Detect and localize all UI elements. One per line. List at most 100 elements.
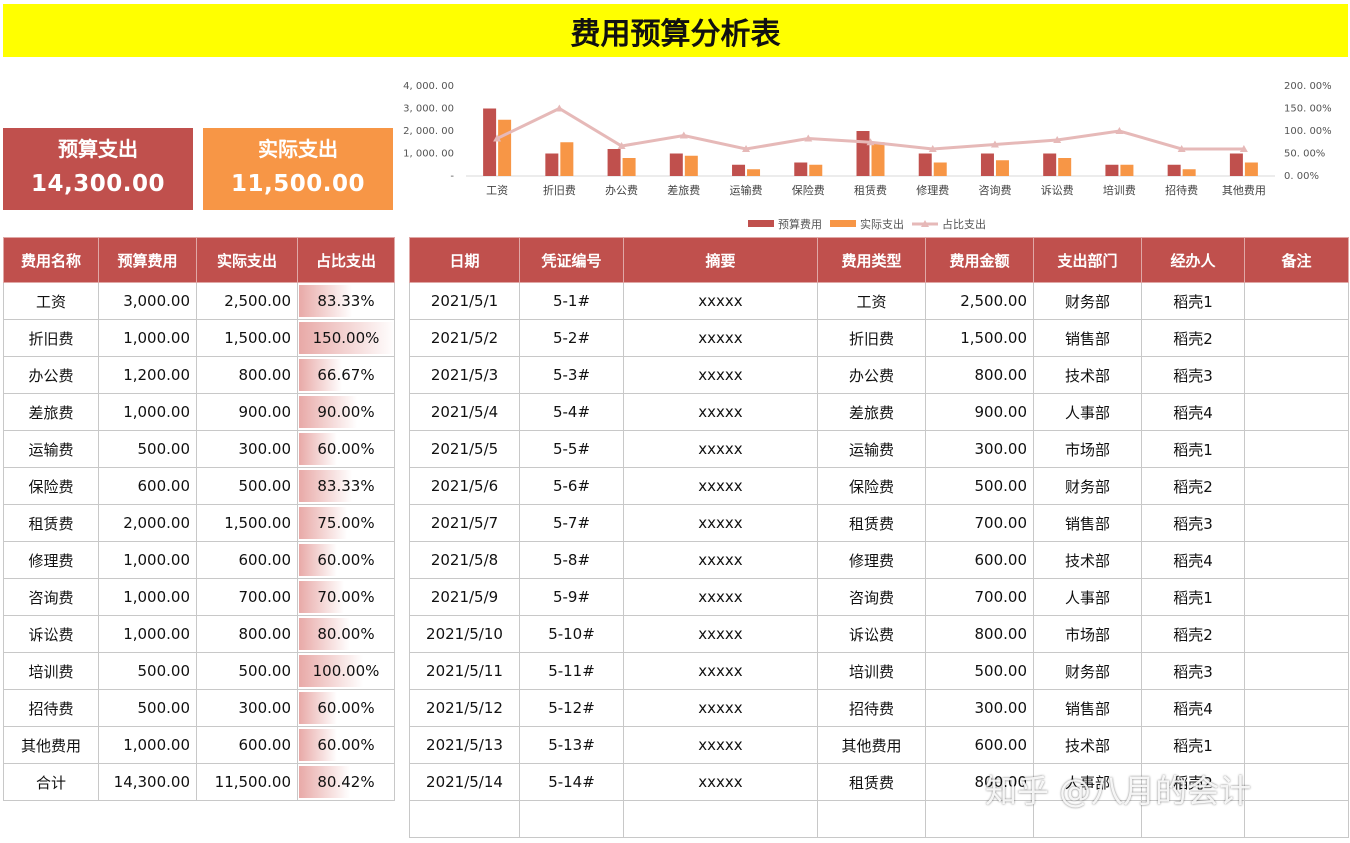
ratio-value: 80.42% (317, 773, 375, 791)
actual-amount-cell: 700.00 (196, 578, 298, 616)
expense-name-cell: 办公费 (3, 356, 99, 394)
note-cell (1244, 319, 1349, 357)
date-cell: 2021/5/1 (409, 282, 520, 320)
summary-row: 折旧费 1,000.00 1,500.00 150.00% (3, 319, 395, 357)
actual-amount-cell: 500.00 (196, 652, 298, 690)
ledger-header-cell: 经办人 (1141, 237, 1245, 283)
expense-type-cell: 折旧费 (817, 319, 926, 357)
ratio-point (1053, 136, 1062, 143)
ratio-point (555, 104, 564, 112)
voucher-cell: 5-6# (519, 467, 624, 505)
ratio-cell: 60.00% (297, 726, 395, 764)
voucher-cell: 5-13# (519, 726, 624, 764)
date-cell: 2021/5/14 (409, 763, 520, 801)
ratio-data-bar (299, 692, 338, 724)
voucher-cell: 5-11# (519, 652, 624, 690)
expense-type-cell: 运输费 (817, 430, 926, 468)
bar-actual (1182, 169, 1196, 176)
summary-row: 合计 14,300.00 11,500.00 80.42% (3, 763, 395, 801)
voucher-cell: 5-10# (519, 615, 624, 653)
y-axis-tick-label: 4, 000. 00 (403, 81, 454, 92)
ratio-value: 150.00% (312, 329, 380, 347)
expense-type-cell: 修理费 (817, 541, 926, 579)
ledger-header-cell: 备注 (1244, 237, 1349, 283)
date-cell: 2021/5/6 (409, 467, 520, 505)
handler-cell: 稻壳2 (1141, 763, 1245, 801)
voucher-cell: 5-5# (519, 430, 624, 468)
ratio-data-bar (299, 359, 342, 391)
amount-cell: 1,500.00 (925, 319, 1034, 357)
bar-budget (545, 153, 559, 176)
budget-amount-cell: 1,000.00 (98, 319, 197, 357)
date-cell: 2021/5/4 (409, 393, 520, 431)
bar-budget (1229, 153, 1243, 176)
voucher-cell: 5-7# (519, 504, 624, 542)
date-cell: 2021/5/2 (409, 319, 520, 357)
handler-cell: 稻壳1 (1141, 578, 1245, 616)
bar-actual (871, 142, 885, 176)
amount-cell (925, 800, 1034, 838)
expense-name-cell: 工资 (3, 282, 99, 320)
actual-total-label: 实际支出 (258, 137, 338, 161)
ratio-data-bar (299, 470, 353, 502)
x-axis-tick-label: 培训费 (1103, 183, 1136, 197)
ratio-point (493, 134, 502, 142)
actual-amount-cell: 600.00 (196, 726, 298, 764)
ratio-cell: 80.00% (297, 615, 395, 653)
budget-amount-cell: 500.00 (98, 652, 197, 690)
date-cell (409, 800, 520, 838)
date-cell: 2021/5/8 (409, 541, 520, 579)
amount-cell: 2,500.00 (925, 282, 1034, 320)
handler-cell: 稻壳2 (1141, 615, 1245, 653)
summary-cell (623, 800, 818, 838)
department-cell: 人事部 (1033, 763, 1142, 801)
expense-type-cell: 咨询费 (817, 578, 926, 616)
ratio-cell: 75.00% (297, 504, 395, 542)
summary-row: 工资 3,000.00 2,500.00 83.33% (3, 282, 395, 320)
actual-amount-cell: 11,500.00 (196, 763, 298, 801)
note-cell (1244, 763, 1349, 801)
ratio-value: 90.00% (317, 403, 375, 421)
summary-cell: xxxxx (623, 356, 818, 394)
ledger-row: 2021/5/5 5-5# xxxxx 运输费 300.00 市场部 稻壳1 (409, 430, 1349, 468)
y2-axis-tick-label: 50. 00% (1284, 149, 1325, 160)
voucher-cell: 5-8# (519, 541, 624, 579)
note-cell (1244, 356, 1349, 394)
ratio-data-bar (299, 618, 351, 650)
ratio-data-bar (299, 581, 344, 613)
department-cell (1033, 800, 1142, 838)
ledger-row: 2021/5/12 5-12# xxxxx 招待费 300.00 销售部 稻壳4 (409, 689, 1349, 727)
summary-header-cell: 占比支出 (297, 237, 395, 283)
ledger-header-cell: 支出部门 (1033, 237, 1142, 283)
y2-axis-tick-label: 0. 00% (1284, 171, 1319, 182)
summary-row: 培训费 500.00 500.00 100.00% (3, 652, 395, 690)
expense-name-cell: 运输费 (3, 430, 99, 468)
note-cell (1244, 467, 1349, 505)
ratio-value: 60.00% (317, 440, 375, 458)
summary-row: 诉讼费 1,000.00 800.00 80.00% (3, 615, 395, 653)
ratio-data-bar (299, 655, 363, 687)
handler-cell: 稻壳1 (1141, 430, 1245, 468)
summary-cell: xxxxx (623, 726, 818, 764)
budget-total-label: 预算支出 (58, 137, 138, 161)
department-cell: 销售部 (1033, 504, 1142, 542)
ratio-point (1239, 145, 1248, 152)
ledger-header-cell: 费用金额 (925, 237, 1034, 283)
note-cell (1244, 689, 1349, 727)
actual-amount-cell: 300.00 (196, 430, 298, 468)
ratio-data-bar (299, 396, 357, 428)
expense-name-cell: 修理费 (3, 541, 99, 579)
budget-amount-cell: 1,000.00 (98, 393, 197, 431)
expense-name-cell: 咨询费 (3, 578, 99, 616)
ratio-point (1177, 145, 1186, 152)
expense-name-cell: 诉讼费 (3, 615, 99, 653)
ledger-header-cell: 摘要 (623, 237, 818, 283)
expense-type-cell (817, 800, 926, 838)
department-cell: 技术部 (1033, 541, 1142, 579)
ledger-row (409, 800, 1349, 838)
y2-axis-tick-label: 100. 00% (1284, 126, 1332, 137)
handler-cell: 稻壳2 (1141, 319, 1245, 357)
ratio-value: 60.00% (317, 736, 375, 754)
ratio-point (804, 134, 813, 142)
y-axis-tick-label: 2, 000. 00 (403, 126, 454, 137)
